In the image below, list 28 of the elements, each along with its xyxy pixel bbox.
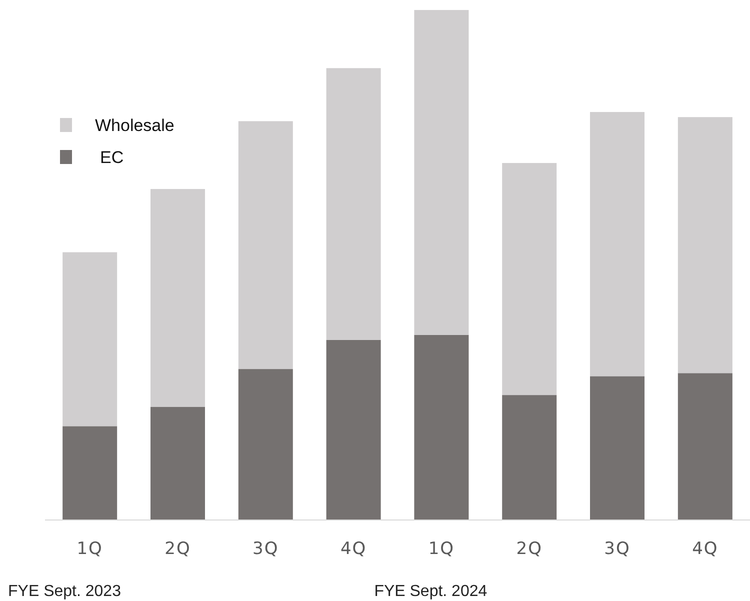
bar [150,189,205,407]
x-tick-label: 2Q [164,539,191,559]
x-tick-label: 3Q [252,539,279,559]
bar [326,68,381,340]
bar [678,373,732,520]
x-tick-label: 1Q [76,539,103,559]
text: FYE Sept. 2023 [8,583,122,600]
x-tick-label: 1Q [428,539,455,559]
bar [590,112,645,376]
bar [502,395,557,520]
x-tick-label: 4Q [340,539,367,559]
text: FYE Sept. 2024 [374,583,488,600]
bar [150,406,205,520]
bar [326,340,381,520]
x-tick-label: 3Q [604,539,630,559]
legend-label: EC [100,148,124,167]
bar [238,121,293,370]
x-tick-label: 4Q [692,539,718,559]
bar [502,163,557,396]
bar [590,376,645,520]
bar [62,252,118,426]
bar [678,117,732,374]
bar [414,10,469,335]
bar [414,334,469,520]
x-tick-label: 2Q [516,539,542,559]
bar [238,369,293,520]
bar [62,426,118,520]
legend-label: Wholesale [95,116,174,135]
